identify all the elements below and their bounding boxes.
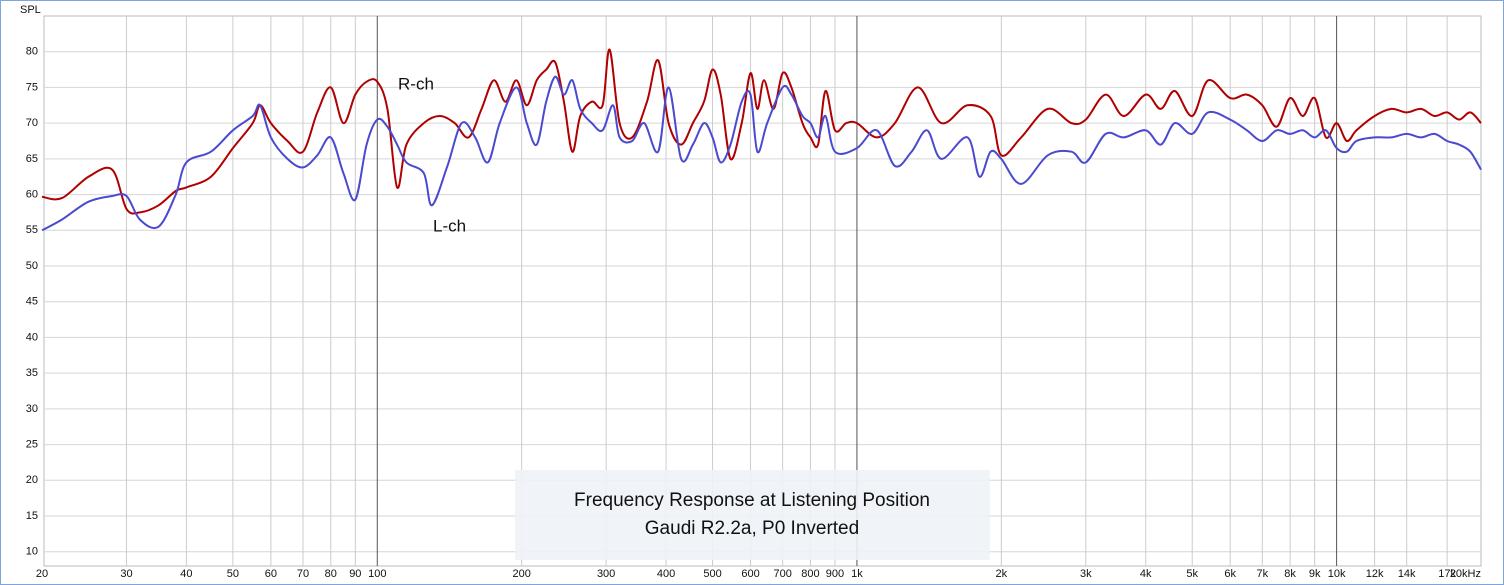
x-tick-label: 1k — [851, 568, 863, 580]
x-tick-label: 50 — [227, 568, 239, 580]
y-tick-label: 75 — [26, 81, 38, 93]
series-line — [41, 48, 1482, 215]
x-tick-label: 4k — [1140, 568, 1152, 580]
lines — [41, 48, 1482, 232]
y-axis-label: SPL — [20, 4, 41, 16]
y-tick-label: 15 — [26, 510, 38, 522]
x-tick-label: 80 — [325, 568, 337, 580]
y-tick-label: 65 — [26, 153, 38, 165]
x-tick-label: 70 — [297, 568, 309, 580]
x-tick-label: 14k — [1398, 568, 1416, 580]
x-tick-label: 300 — [597, 568, 615, 580]
y-tick-label: 55 — [26, 224, 38, 236]
y-tick-label: 70 — [26, 117, 38, 129]
x-tick-label: 600 — [741, 568, 759, 580]
chart-title: Frequency Response at Listening Position — [574, 490, 930, 511]
y-tick-label: 10 — [26, 546, 38, 558]
x-tick-label: 20 — [36, 568, 48, 580]
x-tick-label: 17k — [1438, 568, 1456, 580]
x-tick-label: 30 — [120, 568, 132, 580]
y-tick-label: 25 — [26, 438, 38, 450]
title-box — [515, 470, 990, 560]
legend-label: R-ch — [398, 74, 434, 93]
series-line — [41, 75, 1482, 232]
x-tick-label: 400 — [657, 568, 675, 580]
y-tick-label: 30 — [26, 403, 38, 415]
y-tick-label: 45 — [26, 296, 38, 308]
x-tick-label: 9k — [1309, 568, 1321, 580]
x-tick-label: 8k — [1284, 568, 1296, 580]
x-tick-label: 100 — [368, 568, 386, 580]
legend-label: L-ch — [433, 216, 466, 235]
y-tick-label: 50 — [26, 260, 38, 272]
x-tick-label: 12k — [1366, 568, 1384, 580]
x-tick-label: 10k — [1328, 568, 1346, 580]
x-tick-label: 40 — [180, 568, 192, 580]
y-tick-label: 40 — [26, 331, 38, 343]
x-tick-label: 800 — [801, 568, 819, 580]
y-tick-label: 35 — [26, 367, 38, 379]
x-tick-label: 7k — [1256, 568, 1268, 580]
chart-subtitle: Gaudi R2.2a, P0 Inverted — [645, 518, 859, 539]
x-tick-label: 60 — [265, 568, 277, 580]
x-tick-label: 5k — [1186, 568, 1198, 580]
y-tick-label: 20 — [26, 474, 38, 486]
x-tick-label: 20kHz — [1450, 568, 1481, 580]
x-tick-label: 6k — [1224, 568, 1236, 580]
y-tick-label: 80 — [26, 46, 38, 58]
x-tick-label: 900 — [826, 568, 844, 580]
x-tick-label: 700 — [773, 568, 791, 580]
x-tick-label: 500 — [703, 568, 721, 580]
x-tick-label: 200 — [512, 568, 530, 580]
x-tick-label: 3k — [1080, 568, 1092, 580]
x-tick-label: 90 — [349, 568, 361, 580]
x-tick-label: 2k — [996, 568, 1008, 580]
y-tick-label: 60 — [26, 188, 38, 200]
